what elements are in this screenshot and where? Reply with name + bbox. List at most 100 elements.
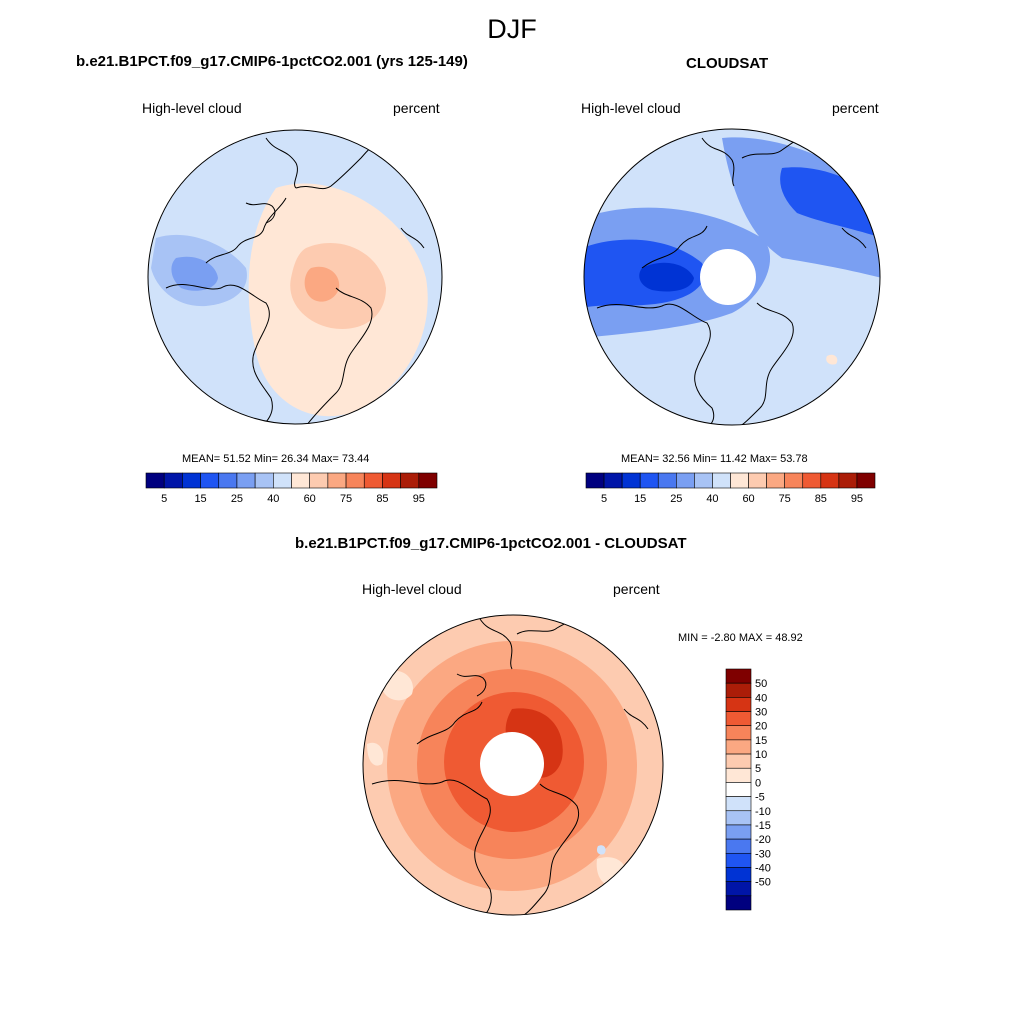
colorbar-tick-label: 60 [742, 493, 754, 505]
colorbar-tick-label: 5 [601, 493, 607, 505]
obs-colorbar-swatches [585, 472, 876, 489]
colorbar-swatch [657, 472, 677, 489]
colorbar-tick-label: -5 [755, 792, 765, 804]
colorbar-tick-label: 20 [755, 721, 767, 733]
colorbar-swatch [725, 725, 752, 741]
model-map-border [147, 129, 443, 425]
obs-field-arctic-min [639, 262, 694, 292]
colorbar-swatch [725, 782, 752, 797]
model-variable-label: High-level cloud [142, 100, 242, 116]
colorbar-swatch [145, 472, 165, 489]
colorbar-swatch [766, 472, 785, 489]
model-field-canada-low [171, 256, 218, 291]
colorbar-swatch [725, 838, 752, 854]
colorbar-swatch [236, 472, 256, 489]
obs-units-label: percent [832, 100, 879, 116]
obs-variable-label: High-level cloud [581, 100, 681, 116]
colorbar-swatch [712, 472, 731, 489]
colorbar-swatch [725, 881, 752, 897]
colorbar-swatch [725, 867, 752, 882]
colorbar-tick-label: 60 [304, 493, 316, 505]
obs-field-south [584, 352, 880, 425]
colorbar-swatch [725, 668, 752, 684]
colorbar-tick-label: -15 [755, 820, 771, 832]
colorbar-swatch [725, 824, 752, 840]
colorbar-swatch [363, 472, 383, 489]
colorbar-swatch [273, 472, 292, 489]
colorbar-tick-label: 15 [755, 735, 767, 747]
colorbar-swatch [694, 472, 713, 489]
diff-stats: MIN = -2.80 MAX = 48.92 [678, 632, 803, 644]
colorbar-swatch [163, 472, 183, 489]
colorbar-swatch [725, 852, 752, 868]
colorbar-swatch [856, 472, 876, 489]
obs-colorbar: 5 15 25 40 60 75 85 95 [585, 472, 876, 505]
diff-field-negative [596, 845, 606, 855]
obs-stats: MEAN= 32.56 Min= 11.42 Max= 53.78 [621, 453, 808, 465]
colorbar-tick-label: 95 [413, 493, 425, 505]
colorbar-swatch [676, 472, 695, 489]
colorbar-swatch [254, 472, 274, 489]
colorbar-tick-label: -30 [755, 848, 771, 860]
model-stats: MEAN= 51.52 Min= 26.34 Max= 73.44 [182, 453, 370, 465]
colorbar-swatch [725, 682, 752, 698]
colorbar-tick-label: 40 [267, 493, 279, 505]
model-units-label: percent [393, 100, 440, 116]
colorbar-tick-label: 85 [376, 493, 388, 505]
colorbar-tick-label: -10 [755, 806, 771, 818]
colorbar-tick-label: -20 [755, 834, 771, 846]
colorbar-swatch [725, 697, 752, 712]
colorbar-tick-label: 30 [755, 707, 767, 719]
colorbar-tick-label: 25 [231, 493, 243, 505]
colorbar-tick-label: 15 [194, 493, 206, 505]
colorbar-tick-label: 95 [851, 493, 863, 505]
colorbar-swatch [725, 739, 752, 755]
colorbar-swatch [725, 895, 752, 911]
colorbar-swatch [748, 472, 767, 489]
colorbar-swatch [820, 472, 840, 489]
colorbar-swatch [218, 472, 238, 489]
model-colorbar-swatches [145, 472, 438, 489]
colorbar-swatch [327, 472, 347, 489]
colorbar-tick-label: 5 [755, 763, 761, 775]
diff-coastlines [371, 615, 649, 915]
colorbar-swatch [802, 472, 822, 489]
colorbar-tick-label: -40 [755, 862, 771, 874]
colorbar-swatch [418, 472, 438, 489]
obs-coastlines [596, 129, 867, 425]
obs-polar-map [583, 128, 881, 426]
colorbar-swatch [382, 472, 401, 489]
colorbar-tick-label: 40 [755, 692, 767, 704]
colorbar-swatch [725, 767, 752, 783]
diff-colorbar-swatches [725, 668, 752, 911]
colorbar-tick-label: 5 [161, 493, 167, 505]
model-coastlines [165, 132, 425, 424]
colorbar-tick-label: 40 [706, 493, 718, 505]
colorbar-swatch [725, 753, 752, 769]
colorbar-swatch [621, 472, 641, 489]
diff-variable-label: High-level cloud [362, 581, 462, 597]
colorbar-tick-label: 25 [670, 493, 682, 505]
colorbar-tick-label: 75 [779, 493, 791, 505]
colorbar-swatch [200, 472, 220, 489]
colorbar-tick-label: -50 [755, 877, 771, 889]
colorbar-swatch [730, 472, 749, 489]
colorbar-tick-label: 85 [815, 493, 827, 505]
colorbar-swatch [309, 472, 329, 489]
colorbar-tick-label: 0 [755, 777, 761, 789]
colorbar-tick-label: 75 [340, 493, 352, 505]
obs-map-border [583, 128, 881, 426]
diff-polar-map [362, 614, 664, 916]
model-colorbar-ticks: 5 15 25 40 60 75 85 95 [161, 493, 425, 505]
model-field-peak [304, 266, 340, 302]
colorbar-swatch [400, 472, 420, 489]
colorbar-tick-label: 50 [755, 678, 767, 690]
colorbar-swatch [784, 472, 804, 489]
colorbar-swatch [182, 472, 201, 489]
diff-pole-no-data [480, 732, 544, 796]
colorbar-swatch [291, 472, 310, 489]
diff-units-label: percent [613, 581, 660, 597]
obs-pole-no-data [700, 249, 756, 305]
